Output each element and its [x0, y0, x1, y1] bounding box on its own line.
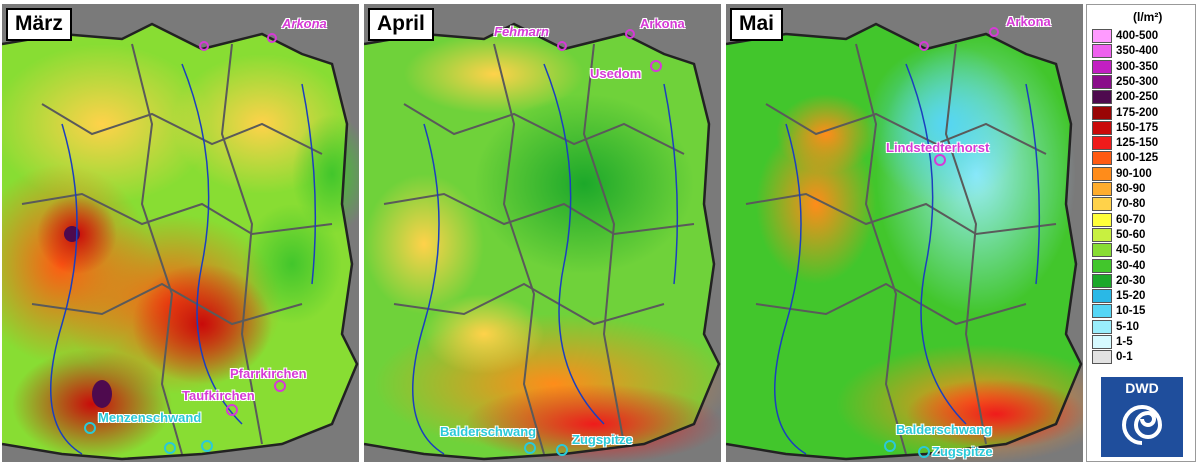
- legend-label: 125-150: [1116, 137, 1159, 150]
- station-label-fehmarn: Fehmarn: [494, 24, 549, 39]
- legend-label: 250-300: [1116, 75, 1159, 88]
- station-label-lindstedterhorst: Lindstedterhorst: [886, 140, 990, 155]
- legend-item: 20-30: [1092, 273, 1192, 289]
- precipitation-map-maerz: [2, 22, 359, 461]
- dwd-swirl-icon: [1122, 405, 1163, 445]
- legend-label: 100-125: [1116, 152, 1159, 165]
- legend-swatch: [1092, 59, 1112, 74]
- map-panel-mai: Mai Arkona Lindstedterhorst Balderschwan…: [726, 4, 1083, 462]
- legend-item: 150-175: [1092, 120, 1192, 136]
- legend-label: 40-50: [1116, 244, 1146, 257]
- legend-label: 15-20: [1116, 290, 1146, 303]
- station-label-taufkirchen: Taufkirchen: [182, 388, 255, 403]
- legend-item: 70-80: [1092, 197, 1192, 212]
- legend-swatch: [1092, 166, 1112, 181]
- legend-swatch: [1092, 44, 1112, 59]
- month-label: Mai: [730, 8, 784, 41]
- legend-swatch: [1092, 319, 1112, 334]
- legend-label: 30-40: [1116, 259, 1146, 272]
- legend: (l/m²) 400-500 350-400 300-350 250-300 200-2…: [1086, 4, 1196, 462]
- legend-swatch: [1092, 258, 1112, 273]
- station-label-menzenschwand: Menzenschwand: [98, 410, 202, 425]
- legend-label: 80-90: [1116, 183, 1146, 195]
- station-label-zugspitze: Zugspitze: [572, 432, 633, 447]
- station-markers-april: [524, 29, 662, 456]
- legend-label: 200-250: [1116, 91, 1159, 104]
- legend-item: 60-70: [1092, 212, 1192, 228]
- legend-swatch: [1092, 105, 1112, 120]
- legend-item: 300-350: [1092, 59, 1192, 75]
- legend-swatch: [1092, 136, 1112, 151]
- legend-item: 350-400: [1092, 44, 1192, 59]
- legend-item: 90-100: [1092, 166, 1192, 182]
- legend-swatch: [1092, 120, 1112, 135]
- legend-label: 150-175: [1116, 121, 1159, 134]
- legend-label: 70-80: [1116, 198, 1146, 211]
- legend-label: 60-70: [1116, 213, 1146, 226]
- legend-swatch: [1092, 74, 1112, 89]
- legend-label: 175-200: [1116, 106, 1159, 119]
- station-label-balderschwang: Balderschwang: [440, 424, 537, 439]
- legend-item: 250-300: [1092, 74, 1192, 90]
- legend-item: 50-60: [1092, 227, 1192, 243]
- legend-item: 80-90: [1092, 182, 1192, 197]
- month-label: April: [368, 8, 434, 41]
- legend-item: 125-150: [1092, 136, 1192, 151]
- legend-label: 0-1: [1116, 351, 1133, 364]
- legend-item: 5-10: [1092, 319, 1192, 335]
- station-label-zugspitze: Zugspitze: [932, 444, 993, 459]
- legend-item: 0-1: [1092, 350, 1192, 365]
- month-label: März: [6, 8, 72, 41]
- precipitation-map-mai: [726, 22, 1083, 462]
- legend-item: 10-15: [1092, 304, 1192, 319]
- legend-swatch: [1092, 273, 1112, 288]
- station-label-arkona: Arkona: [640, 16, 685, 31]
- legend-item: 1-5: [1092, 335, 1192, 350]
- legend-swatch: [1092, 289, 1112, 304]
- legend-label: 50-60: [1116, 228, 1146, 241]
- map-panel-april: April Fehmarn Arkona Usedom Balderschwan…: [364, 4, 721, 462]
- legend-label: 10-15: [1116, 305, 1146, 318]
- legend-swatch: [1092, 243, 1112, 258]
- legend-item: 40-50: [1092, 243, 1192, 258]
- legend-item: 30-40: [1092, 258, 1192, 274]
- station-label-pfarrkirchen: Pfarrkirchen: [230, 366, 307, 381]
- legend-label: 1-5: [1116, 336, 1133, 348]
- station-markers-mai: [884, 27, 999, 458]
- legend-item: 175-200: [1092, 105, 1192, 121]
- legend-item: 200-250: [1092, 90, 1192, 105]
- legend-swatch: [1092, 182, 1112, 196]
- legend-label: 5-10: [1116, 320, 1140, 333]
- legend-swatch: [1092, 90, 1112, 105]
- legend-label: 90-100: [1116, 167, 1152, 180]
- legend-label: 20-30: [1116, 274, 1146, 287]
- station-label-balderschwang: Balderschwang: [896, 422, 993, 437]
- legend-swatch: [1092, 29, 1112, 43]
- legend-label: 350-400: [1116, 45, 1159, 58]
- legend-item: 100-125: [1092, 151, 1192, 166]
- station-label-arkona: Arkona: [282, 16, 327, 31]
- legend-swatch: [1092, 350, 1112, 365]
- legend-item: 15-20: [1092, 289, 1192, 304]
- dwd-logo: DWD: [1101, 377, 1183, 457]
- legend-swatch: [1092, 212, 1112, 227]
- station-label-arkona: Arkona: [1006, 14, 1051, 29]
- legend-label: 300-350: [1116, 60, 1159, 73]
- dwd-logo-text: DWD: [1125, 380, 1159, 396]
- legend-swatch: [1092, 197, 1112, 212]
- legend-swatch: [1092, 227, 1112, 242]
- precipitation-map-april: [364, 22, 721, 462]
- legend-item: 400-500: [1092, 29, 1192, 44]
- legend-swatch: [1092, 304, 1112, 319]
- legend-swatch: [1092, 151, 1112, 166]
- legend-label: 400-500: [1116, 30, 1159, 42]
- legend-swatch: [1092, 335, 1112, 349]
- map-panel-maerz: März Arkona Pfarrkirchen Taufkirchen Men…: [2, 4, 359, 462]
- legend-unit: (l/m²): [1133, 10, 1163, 24]
- station-label-usedom: Usedom: [590, 66, 642, 81]
- station-markers-maerz: [84, 33, 286, 454]
